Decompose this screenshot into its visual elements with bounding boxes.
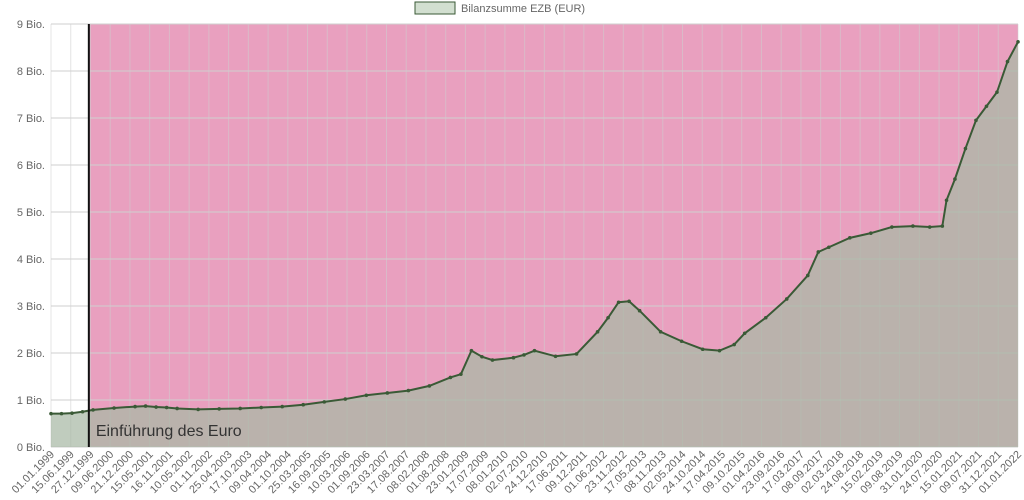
data-point[interactable]: [816, 250, 821, 254]
data-point[interactable]: [606, 315, 610, 320]
data-point[interactable]: [80, 409, 85, 414]
data-point[interactable]: [259, 405, 264, 410]
data-point[interactable]: [427, 384, 432, 388]
data-point[interactable]: [91, 408, 95, 412]
data-point[interactable]: [154, 405, 158, 409]
data-point[interactable]: [406, 388, 411, 393]
data-point[interactable]: [143, 404, 148, 408]
data-point[interactable]: [742, 331, 747, 336]
data-point[interactable]: [784, 297, 789, 301]
data-point[interactable]: [112, 406, 116, 410]
data-point[interactable]: [133, 404, 137, 409]
data-point[interactable]: [490, 358, 495, 362]
data-point[interactable]: [679, 339, 684, 344]
data-point[interactable]: [469, 348, 474, 353]
data-point[interactable]: [995, 90, 999, 94]
y-tick-label: 1 Bio.: [17, 395, 45, 407]
data-point[interactable]: [940, 224, 945, 228]
data-point[interactable]: [700, 347, 705, 352]
series-points: [49, 40, 1020, 416]
data-point[interactable]: [911, 224, 915, 228]
y-axis: 0 Bio. 1 Bio. 2 Bio. 3 Bio. 4 Bio. 5 Bio. 6 Bi…: [17, 19, 45, 454]
data-point[interactable]: [805, 273, 810, 278]
data-point[interactable]: [595, 330, 600, 334]
data-point[interactable]: [1016, 40, 1020, 44]
data-point[interactable]: [953, 177, 957, 181]
data-point[interactable]: [717, 348, 722, 353]
data-point[interactable]: [616, 300, 621, 305]
y-tick-label: 4 Bio.: [17, 254, 45, 266]
data-point[interactable]: [532, 348, 537, 353]
data-point[interactable]: [175, 406, 179, 411]
data-point[interactable]: [301, 402, 306, 407]
data-point[interactable]: [459, 372, 463, 376]
data-point[interactable]: [385, 391, 390, 395]
data-point[interactable]: [1005, 59, 1010, 64]
data-point[interactable]: [280, 404, 285, 409]
data-point[interactable]: [49, 411, 53, 416]
x-axis: 01.01.199915.06.199927.12.199909.06.2000…: [10, 449, 1024, 496]
data-point[interactable]: [59, 411, 64, 416]
data-point[interactable]: [574, 352, 579, 356]
data-point[interactable]: [637, 308, 642, 313]
data-point[interactable]: [658, 330, 663, 334]
y-tick-label: 2 Bio.: [17, 348, 45, 360]
data-point[interactable]: [732, 342, 737, 347]
data-point[interactable]: [927, 225, 932, 229]
data-point[interactable]: [448, 375, 453, 380]
data-point[interactable]: [869, 231, 873, 235]
series-area: [51, 41, 1018, 448]
y-tick-label: 0 Bio.: [17, 442, 45, 454]
legend-swatch: [414, 1, 456, 15]
data-point[interactable]: [963, 146, 968, 151]
euro-annotation: Einführung des Euro: [96, 423, 242, 440]
data-point[interactable]: [343, 397, 348, 401]
y-tick-label: 5 Bio.: [17, 207, 45, 219]
data-point[interactable]: [322, 400, 327, 404]
data-point[interactable]: [944, 198, 949, 203]
data-point[interactable]: [974, 118, 978, 123]
y-tick-label: 7 Bio.: [17, 113, 45, 125]
data-point[interactable]: [364, 393, 369, 398]
data-point[interactable]: [522, 353, 526, 357]
data-point[interactable]: [627, 299, 631, 304]
data-point[interactable]: [827, 245, 831, 250]
data-point[interactable]: [196, 407, 200, 412]
data-point[interactable]: [763, 315, 768, 320]
data-point[interactable]: [553, 354, 558, 359]
data-point[interactable]: [848, 236, 852, 240]
data-point[interactable]: [217, 407, 221, 411]
y-tick-label: 3 Bio.: [17, 301, 45, 313]
data-point[interactable]: [70, 411, 74, 415]
data-point[interactable]: [164, 405, 169, 410]
data-point[interactable]: [984, 104, 989, 109]
data-point[interactable]: [238, 406, 242, 411]
y-tick-label: 6 Bio.: [17, 160, 45, 172]
y-tick-label: 9 Bio.: [17, 19, 45, 31]
y-tick-label: 8 Bio.: [17, 66, 45, 78]
legend[interactable]: Bilanzsumme EZB (EUR): [414, 1, 585, 15]
data-point[interactable]: [480, 354, 484, 359]
legend-label: Bilanzsumme EZB (EUR): [461, 3, 585, 15]
data-point[interactable]: [511, 355, 516, 360]
data-point[interactable]: [890, 225, 894, 229]
